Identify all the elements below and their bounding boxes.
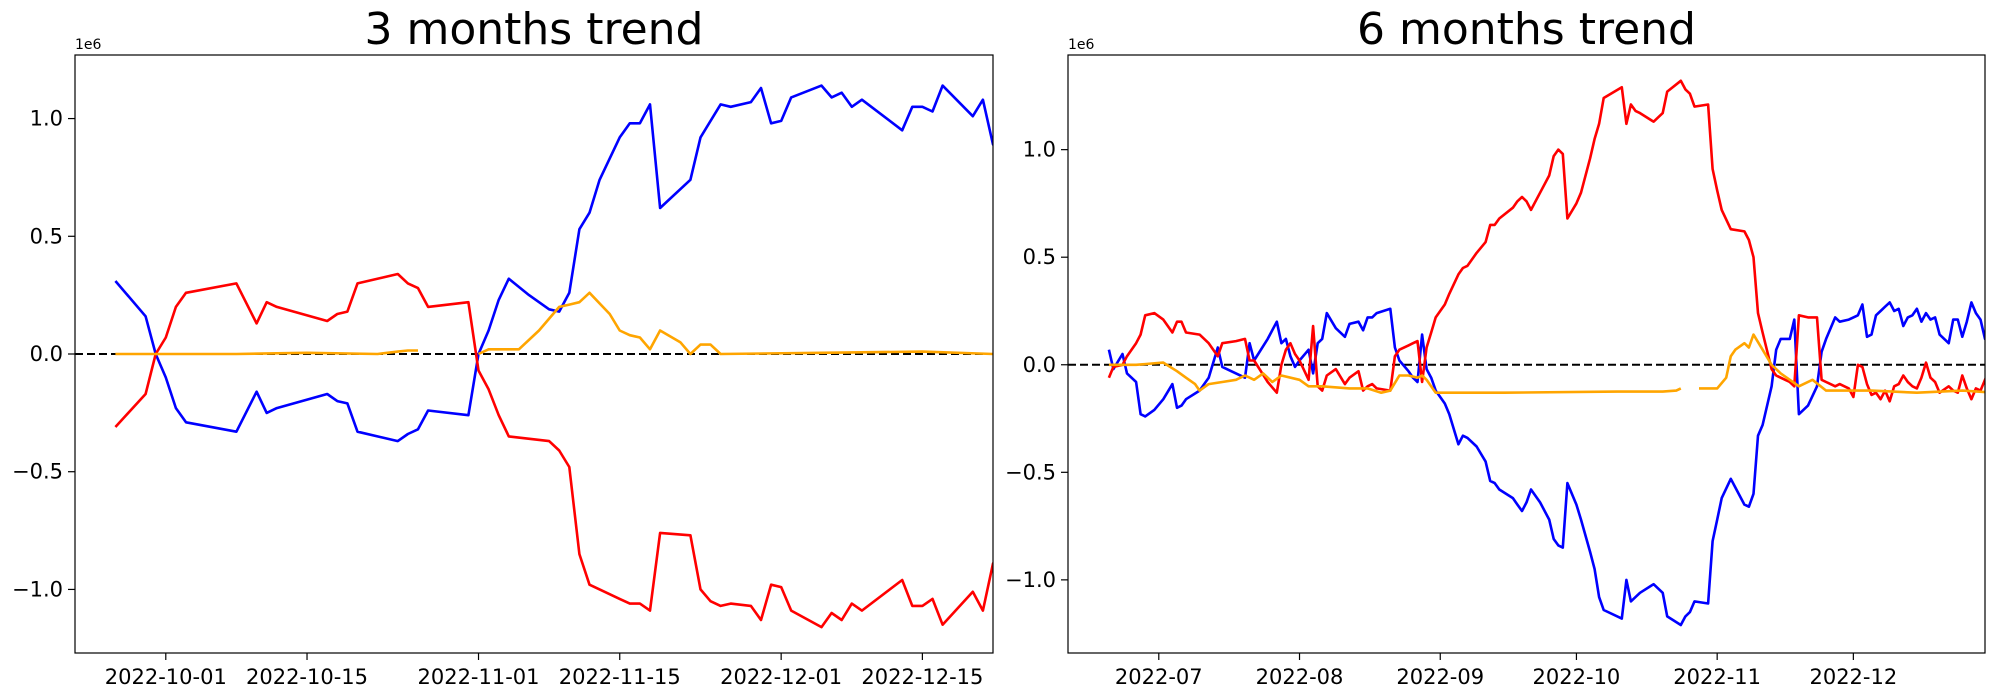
y-tick-label: 0.5 (30, 224, 63, 248)
y-tick-label: −0.5 (12, 460, 63, 484)
series-line-2-segment-0 (115, 349, 418, 356)
x-tick-label: 2022-11-15 (559, 665, 681, 689)
series-line-1 (1107, 79, 1985, 403)
x-tick-label: 2022-10 (1533, 665, 1621, 689)
y-offset-label: 1e6 (75, 37, 102, 53)
x-tick-label: 2022-08 (1256, 665, 1344, 689)
x-tick-label: 2022-11-01 (417, 665, 539, 689)
x-tick-label: 2022-12 (1809, 665, 1897, 689)
series-line-2-segment-1 (1699, 333, 1985, 394)
y-tick-label: −1.0 (12, 577, 63, 601)
series-line-0 (114, 84, 993, 443)
y-offset-label: 1e6 (1068, 37, 1095, 53)
chart-3-months: 3 months trend 1e6 −1.0 −0.5 0.0 0.5 1.0 2022-1… (12, 4, 994, 689)
x-tick-label: 2022-09 (1396, 665, 1484, 689)
chart-title: 6 months trend (1357, 4, 1696, 55)
plot-area (1068, 79, 1985, 627)
series-line-2-segment-0 (1108, 361, 1682, 394)
series-line-0 (1107, 301, 1985, 627)
x-tick-label: 2022-10-01 (105, 665, 227, 689)
y-tick-label: 0.5 (1023, 245, 1056, 269)
x-tick-label: 2022-07 (1115, 665, 1203, 689)
series-line-2-segment-1 (477, 291, 993, 356)
y-tick-label: −1.0 (1005, 568, 1056, 592)
axes-frame (1067, 54, 1986, 654)
y-tick-label: 0.0 (1023, 353, 1056, 377)
y-tick-label: −0.5 (1005, 460, 1056, 484)
x-tick-label: 2022-12-15 (861, 665, 983, 689)
chart-6-months: 6 months trend 1e6 −1.0 −0.5 0.0 0.5 1.0 2022-0… (1005, 4, 1986, 689)
x-tick-label: 2022-11 (1673, 665, 1761, 689)
y-tick-label: 0.0 (30, 342, 63, 366)
x-tick-label: 2022-10-15 (246, 665, 368, 689)
plot-area (75, 84, 993, 629)
x-tick-label: 2022-12-01 (720, 665, 842, 689)
y-tick-label: 1.0 (30, 107, 63, 131)
chart-title: 3 months trend (365, 4, 704, 55)
series-line-1 (114, 272, 993, 629)
y-tick-label: 1.0 (1023, 138, 1056, 162)
